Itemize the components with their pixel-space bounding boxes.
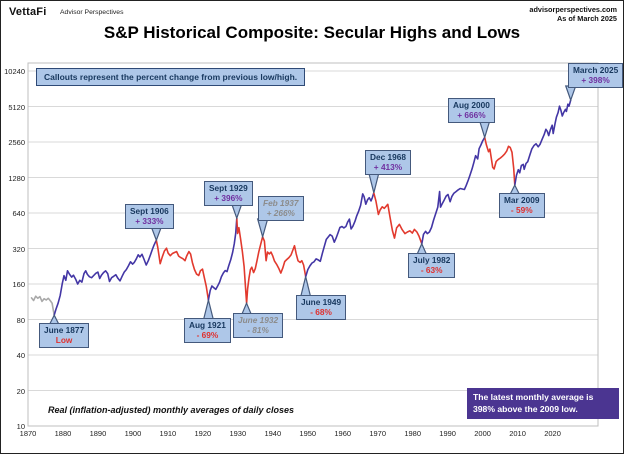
callout-pointer-aug-2000 <box>478 120 491 140</box>
callout-date: Aug 1921 <box>189 320 226 330</box>
x-tick-label-1980: 1980 <box>404 429 421 438</box>
x-tick-label-1880: 1880 <box>54 429 72 438</box>
series-segment-secular-bull-1982-2000 <box>420 136 486 245</box>
callout-pointer-dec-1968 <box>368 172 380 193</box>
y-tick-label-80: 80 <box>16 315 25 325</box>
callout-change: - 63% <box>420 265 443 276</box>
callout-aug-2000: Aug 2000 + 666% <box>448 98 495 123</box>
x-tick-label-1920: 1920 <box>194 429 212 438</box>
callout-date: Dec 1968 <box>370 152 406 162</box>
advisor-perspectives-label: Advisor Perspectives <box>60 9 124 16</box>
callout-change: + 266% <box>266 208 295 219</box>
callout-pointer-june-1949 <box>299 276 312 298</box>
series-segment-secular-bear-1929-1949 <box>236 217 307 305</box>
y-tick-label-10: 10 <box>16 422 25 431</box>
y-tick-label-160: 160 <box>12 280 25 289</box>
latest-average-summary-box: The latest monthly average is 398% above… <box>467 388 619 420</box>
callout-date: June 1949 <box>301 297 342 307</box>
series-segment-secular-bear-2000-2009 <box>483 136 516 186</box>
series-segment-pre-secular-1871-1877 <box>30 295 56 317</box>
series-segment-secular-bull-1921-1929 <box>207 217 238 301</box>
x-tick-label-1960: 1960 <box>334 429 352 438</box>
summary-line-1: The latest monthly average is <box>473 392 594 402</box>
page-title: S&P Historical Composite: Secular Highs … <box>103 23 521 42</box>
x-tick-label-1900: 1900 <box>124 429 142 438</box>
series-segment-secular-bull-2009-2025 <box>513 99 572 186</box>
callout-change: - 68% <box>310 307 332 318</box>
callout-sept-1929: Sept 1929 + 396% <box>204 181 253 206</box>
callout-pointer-sept-1929 <box>230 203 243 221</box>
callout-change: Low <box>55 335 73 346</box>
y-tick-label-40: 40 <box>16 351 25 360</box>
callout-march-2025: March 2025 + 398% <box>568 63 623 88</box>
series-segment-secular-bull-1877-1906 <box>53 239 158 317</box>
callout-date: July 1982 <box>413 255 451 265</box>
callout-june-1877: June 1877 Low <box>39 323 90 348</box>
y-tick-label-640: 640 <box>12 209 25 218</box>
y-tick-label-2560: 2560 <box>8 138 25 147</box>
callout-mar-2009: Mar 2009- 59% <box>499 193 545 218</box>
callout-date: Sept 1929 <box>209 183 248 193</box>
callout-change: - 59% <box>510 205 533 216</box>
callout-pointer-sept-1906 <box>150 226 163 242</box>
x-tick-label-1870: 1870 <box>19 429 37 438</box>
x-tick-label-1940: 1940 <box>264 429 282 438</box>
as-of-date: As of March 2025 <box>556 14 617 24</box>
callout-change: + 396% <box>214 193 243 204</box>
callout-change: + 398% <box>581 75 610 86</box>
callout-date: June 1877 <box>44 325 85 335</box>
callout-date: March 2025 <box>573 65 619 75</box>
x-tick-label-1910: 1910 <box>159 429 177 438</box>
y-tick-label-1280: 1280 <box>8 173 25 183</box>
callout-aug-1921: Aug 1921- 69% <box>184 318 231 343</box>
callout-sept-1906: Sept 1906 + 333% <box>125 204 174 229</box>
callout-note-box: Callouts represent the percent change fr… <box>36 68 306 86</box>
vettafi-logo: VettaFi <box>9 6 47 18</box>
x-tick-label-2000: 2000 <box>474 429 491 438</box>
callout-feb-1937: Feb 1937 + 266% <box>258 196 304 221</box>
data-definition-note: Real (inflation-adjusted) monthly averag… <box>48 405 295 415</box>
y-tick-label-20: 20 <box>16 386 25 396</box>
callout-pointer-feb-1937 <box>256 218 269 240</box>
source-block: advisorperspectives.com As of March 2025 <box>529 5 617 23</box>
x-tick-label-1890: 1890 <box>89 429 107 438</box>
callout-dec-1968: Dec 1968 + 413% <box>365 150 411 175</box>
callout-june-1949: June 1949- 68% <box>296 295 347 320</box>
callout-july-1982: July 1982- 63% <box>408 253 456 278</box>
series-segment-secular-bear-1906-1921 <box>155 239 210 301</box>
callout-june-1932: June 1932- 81% <box>233 313 284 338</box>
x-tick-label-1990: 1990 <box>439 429 456 438</box>
callout-change: + 666% <box>457 110 486 121</box>
summary-line-2: 398% above the 2009 low. <box>473 403 578 414</box>
source-site: advisorperspectives.com <box>529 5 617 14</box>
x-tick-label-2020: 2020 <box>544 429 561 438</box>
callout-change: - 69% <box>196 330 219 341</box>
y-tick-label-10240: 10240 <box>4 67 25 76</box>
callout-date: Mar 2009 <box>504 195 540 205</box>
callout-change: - 81% <box>247 325 269 336</box>
series-segment-secular-bear-1968-1982 <box>372 192 423 245</box>
callout-date: Feb 1937 <box>263 198 299 208</box>
callout-date: Sept 1906 <box>130 206 169 216</box>
callout-date: June 1932 <box>238 315 279 325</box>
callout-change: + 413% <box>373 162 403 173</box>
plot-border <box>27 62 599 427</box>
x-tick-label-1950: 1950 <box>299 429 317 438</box>
callout-pointer-march-2025 <box>564 85 577 102</box>
callout-change: + 333% <box>135 216 164 227</box>
x-tick-label-1930: 1930 <box>229 429 247 438</box>
callout-date: Aug 2000 <box>453 100 490 110</box>
series-segment-secular-bull-1949-1968 <box>304 192 375 278</box>
y-tick-label-5120: 5120 <box>8 102 25 112</box>
callout-pointer-aug-1921 <box>202 299 215 321</box>
y-tick-label-320: 320 <box>12 244 25 254</box>
x-tick-label-2010: 2010 <box>509 429 526 438</box>
x-tick-label-1970: 1970 <box>369 429 387 438</box>
